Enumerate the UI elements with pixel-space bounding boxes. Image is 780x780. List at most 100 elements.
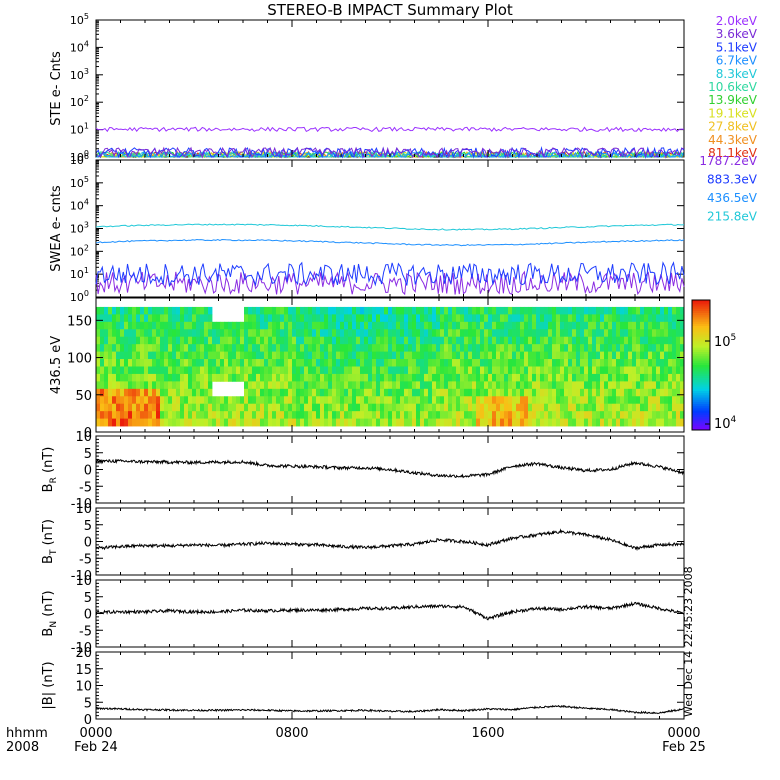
heatmap-cell — [300, 306, 305, 315]
heatmap-cell — [296, 329, 301, 338]
heatmap-cell — [660, 403, 665, 412]
heatmap-cell — [96, 411, 101, 419]
heatmap-cell — [212, 336, 217, 345]
heatmap-cell — [140, 306, 145, 315]
heatmap-cell — [296, 381, 301, 390]
xtick-label-2: 1600 — [471, 726, 504, 741]
heatmap-cell — [296, 396, 301, 405]
heatmap-cell — [676, 403, 681, 412]
heatmap-cell — [184, 403, 189, 412]
heatmap-cell — [612, 366, 617, 375]
heatmap-cell — [252, 388, 257, 397]
heatmap-cell — [412, 366, 417, 375]
heatmap-cell — [108, 403, 113, 412]
heatmap-cell — [164, 396, 169, 405]
heatmap-cell — [164, 418, 169, 427]
heatmap-cell — [572, 381, 577, 390]
heatmap-cell — [316, 366, 321, 375]
heatmap-cell — [204, 321, 209, 330]
heatmap-cell — [96, 388, 101, 397]
heatmap-cell — [208, 403, 213, 412]
heatmap-cell — [324, 344, 329, 352]
heatmap-cell — [564, 321, 569, 330]
heatmap-cell — [244, 388, 249, 397]
heatmap-cell — [336, 366, 341, 375]
heatmap-cell — [116, 366, 121, 375]
heatmap-cell — [296, 359, 301, 367]
heatmap-cell — [608, 344, 613, 352]
xaxis-year-label: 2008 — [6, 740, 39, 755]
heatmap-cell — [524, 366, 529, 375]
heatmap-cell — [560, 351, 565, 360]
heatmap-cell — [644, 418, 649, 427]
heatmap-cell — [396, 321, 401, 330]
heatmap-cell — [156, 306, 161, 315]
heatmap-cell — [488, 359, 493, 367]
heatmap-cell — [460, 329, 465, 338]
heatmap-cell — [508, 351, 513, 360]
heatmap-cell — [540, 314, 545, 323]
heatmap-cell — [504, 321, 509, 330]
heatmap-cell — [492, 306, 497, 315]
heatmap-cell — [496, 388, 501, 397]
heatmap-cell — [236, 366, 241, 375]
heatmap-cell — [404, 329, 409, 338]
heatmap-cell — [436, 321, 441, 330]
heatmap-cell — [200, 306, 205, 315]
heatmap-cell — [380, 344, 385, 352]
heatmap-cell — [472, 373, 477, 382]
heatmap-cell — [536, 359, 541, 367]
heatmap-cell — [252, 344, 257, 352]
heatmap-cell — [680, 411, 685, 419]
heatmap-cell — [512, 359, 517, 367]
heatmap-cell — [628, 306, 633, 315]
heatmap-cell — [484, 411, 489, 419]
heatmap-cell — [560, 381, 565, 390]
heatmap-cell — [508, 314, 513, 323]
heatmap-cell — [596, 359, 601, 367]
heatmap-cell — [484, 373, 489, 382]
heatmap-cell — [400, 359, 405, 367]
heatmap-cell — [256, 321, 261, 330]
heatmap-cell — [380, 314, 385, 323]
heatmap-cell — [304, 373, 309, 382]
heatmap-cell — [264, 314, 269, 323]
heatmap-cell — [236, 359, 241, 367]
heatmap-cell — [584, 359, 589, 367]
heatmap-cell — [244, 366, 249, 375]
heatmap-cell — [184, 366, 189, 375]
heatmap-cell — [320, 396, 325, 405]
heatmap-cell — [656, 388, 661, 397]
heatmap-cell — [396, 351, 401, 360]
heatmap-cell — [288, 336, 293, 345]
heatmap-cell — [128, 314, 133, 323]
heatmap-cell — [680, 321, 685, 330]
heatmap-cell — [540, 336, 545, 345]
heatmap-cell — [428, 336, 433, 345]
heatmap-cell — [312, 314, 317, 323]
heatmap-cell — [392, 329, 397, 338]
heatmap-cell — [192, 373, 197, 382]
heatmap-cell — [636, 351, 641, 360]
heatmap-cell — [416, 344, 421, 352]
heatmap-cell — [268, 373, 273, 382]
heatmap-cell — [668, 411, 673, 419]
heatmap-cell — [428, 329, 433, 338]
heatmap-cell — [256, 306, 261, 315]
heatmap-cell — [604, 411, 609, 419]
heatmap-cell — [472, 403, 477, 412]
heatmap-cell — [580, 373, 585, 382]
heatmap-cell — [252, 411, 257, 419]
heatmap-cell — [200, 329, 205, 338]
heatmap-cell — [604, 403, 609, 412]
heatmap-cell — [284, 359, 289, 367]
xaxis-unit-label: hhmm — [6, 726, 48, 741]
heatmap-cell — [460, 306, 465, 315]
heatmap-cell — [392, 396, 397, 405]
heatmap-cell — [500, 366, 505, 375]
heatmap-cell — [276, 314, 281, 323]
heatmap-cell — [328, 396, 333, 405]
heatmap-cell — [176, 381, 181, 390]
heatmap-cell — [284, 366, 289, 375]
heatmap-cell — [392, 403, 397, 412]
